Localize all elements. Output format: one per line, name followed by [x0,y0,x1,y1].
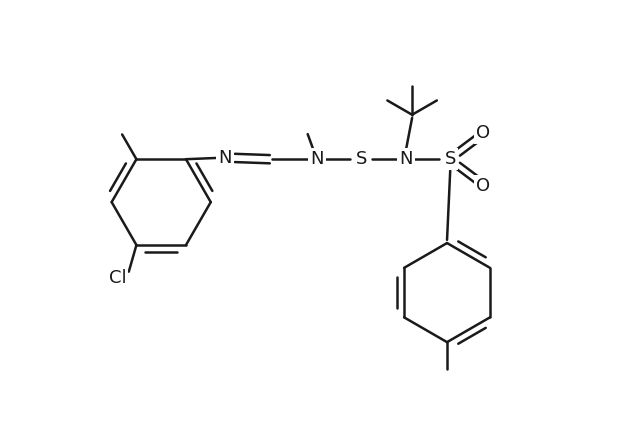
Text: S: S [445,150,456,168]
Text: Cl: Cl [109,269,126,287]
Text: N: N [310,150,324,168]
Text: S: S [356,150,367,168]
Text: N: N [219,149,232,167]
Text: O: O [476,124,490,142]
Text: O: O [476,177,490,195]
Text: N: N [399,150,413,168]
